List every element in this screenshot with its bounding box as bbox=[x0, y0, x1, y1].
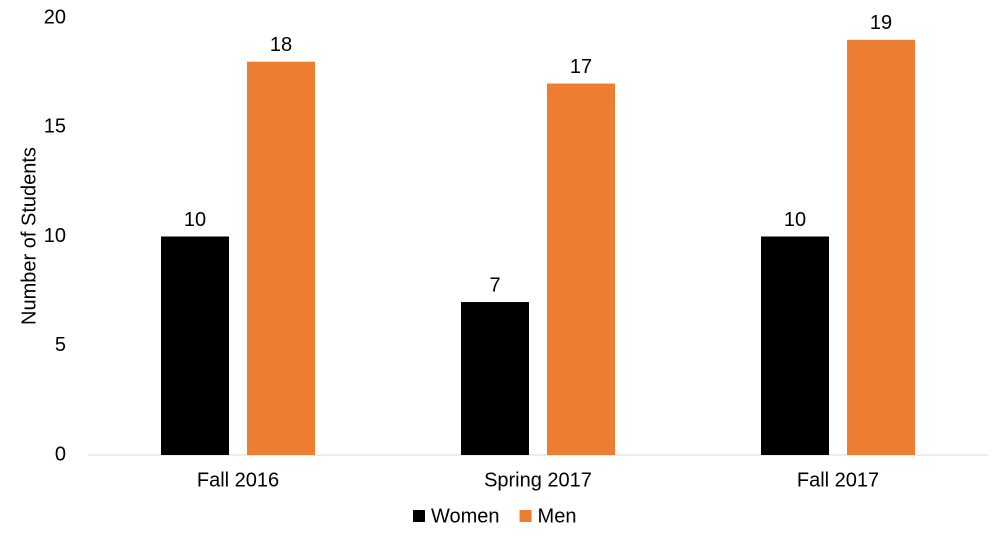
legend-label: Men bbox=[538, 505, 577, 527]
bar bbox=[247, 61, 315, 455]
value-label: 17 bbox=[570, 56, 592, 78]
y-tick-label: 15 bbox=[44, 116, 66, 138]
legend-swatch bbox=[413, 510, 425, 522]
bar bbox=[161, 236, 229, 455]
x-tick-label: Spring 2017 bbox=[484, 469, 592, 491]
legend-label: Women bbox=[431, 505, 500, 527]
y-tick-label: 5 bbox=[55, 334, 66, 356]
x-tick-label: Fall 2016 bbox=[197, 469, 279, 491]
legend-swatch bbox=[519, 510, 532, 522]
bar bbox=[547, 83, 615, 456]
y-tick-label: 10 bbox=[44, 225, 66, 247]
value-label: 7 bbox=[489, 274, 500, 296]
y-tick-label: 0 bbox=[55, 443, 66, 465]
y-tick-label: 20 bbox=[44, 6, 66, 28]
x-tick-label: Fall 2017 bbox=[797, 469, 879, 491]
value-label: 10 bbox=[784, 209, 806, 231]
value-label: 19 bbox=[870, 12, 892, 34]
bar bbox=[761, 236, 829, 455]
value-label: 10 bbox=[184, 209, 206, 231]
value-label: 18 bbox=[270, 34, 292, 56]
bar bbox=[461, 302, 529, 455]
y-axis-label: Number of Students bbox=[18, 147, 40, 325]
bar bbox=[847, 39, 915, 455]
